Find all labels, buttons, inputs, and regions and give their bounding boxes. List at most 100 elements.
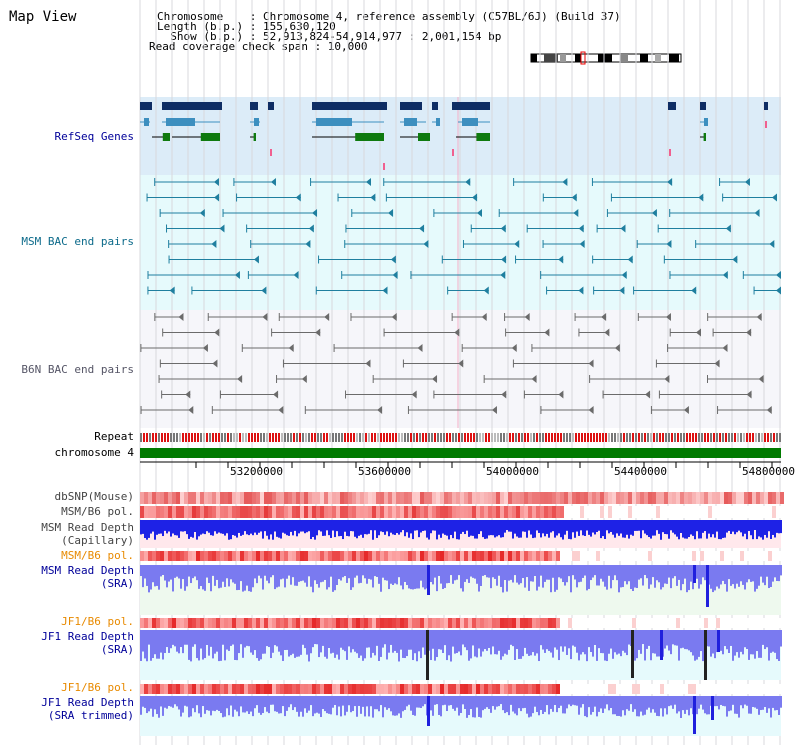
read-depth-bar [334, 520, 336, 538]
repeat-mark [587, 433, 589, 442]
repeat-mark [209, 433, 211, 442]
repeat-mark [563, 433, 565, 442]
read-depth-bar [364, 565, 366, 579]
read-depth-bar [184, 696, 186, 706]
polymorphism-heat [564, 506, 568, 518]
repeat-mark [659, 433, 661, 442]
read-depth-bar [216, 520, 218, 534]
read-depth-bar [178, 520, 180, 538]
read-depth-bar [396, 630, 398, 653]
read-depth-bar [684, 565, 686, 579]
bac-end-arrow [293, 271, 299, 279]
polymorphism-heat [292, 618, 296, 628]
read-depth-bar [530, 520, 532, 535]
read-depth-bar [752, 520, 754, 540]
read-depth-bar [548, 696, 550, 715]
track-label-chromosome: chromosome 4 [54, 446, 134, 459]
read-depth-bar [774, 565, 776, 578]
polymorphism-heat [356, 506, 360, 518]
polymorphism-heat [656, 618, 660, 628]
read-depth-bar [288, 630, 290, 657]
read-depth-bar [496, 696, 498, 707]
read-depth-bar [560, 565, 562, 579]
read-depth-bar [466, 630, 468, 651]
bac-end-arrow [270, 178, 276, 186]
polymorphism-heat [180, 492, 184, 504]
polymorphism-heat [360, 506, 364, 518]
read-depth-spike [427, 565, 430, 595]
repeat-mark [182, 433, 184, 442]
read-depth-bar [484, 520, 486, 539]
read-depth-bar [206, 696, 208, 711]
read-depth-bar [298, 565, 300, 582]
repeat-mark [329, 433, 331, 442]
read-depth-bar [338, 520, 340, 537]
polymorphism-heat [764, 618, 768, 628]
read-depth-bar [228, 565, 230, 587]
read-depth-bar [260, 565, 262, 579]
polymorphism-heat [688, 618, 692, 628]
refseq-exon [462, 118, 478, 126]
read-depth-bar [226, 565, 228, 579]
read-depth-bar [312, 520, 314, 537]
polymorphism-heat [636, 618, 640, 628]
read-depth-bar [358, 520, 360, 536]
read-depth-bar [358, 630, 360, 658]
read-depth-bar [348, 630, 350, 647]
read-depth-bar [740, 696, 742, 706]
read-depth-bar [640, 630, 642, 654]
read-depth-bar [538, 565, 540, 587]
read-depth-bar [690, 520, 692, 535]
read-depth-bar [542, 565, 544, 588]
polymorphism-heat [744, 684, 748, 694]
polymorphism-heat [228, 492, 232, 504]
polymorphism-heat [648, 618, 652, 628]
polymorphism-heat [524, 506, 528, 518]
repeat-mark [380, 433, 382, 442]
read-depth-bar [678, 520, 680, 540]
read-depth-bar [684, 520, 686, 539]
polymorphism-heat [668, 506, 672, 518]
repeat-mark [500, 433, 502, 442]
read-depth-bar [220, 630, 222, 661]
read-depth-bar [342, 696, 344, 706]
repeat-mark [770, 433, 772, 442]
polymorphism-heat [516, 506, 520, 518]
polymorphism-heat [264, 684, 268, 694]
read-depth-bar [454, 630, 456, 654]
polymorphism-heat [776, 551, 780, 561]
read-depth-bar [644, 696, 646, 715]
polymorphism-heat [380, 506, 384, 518]
read-depth-bar [188, 565, 190, 577]
read-depth-bar [748, 696, 750, 714]
polymorphism-heat [520, 684, 524, 694]
read-depth-bar [324, 630, 326, 657]
polymorphism-heat [644, 551, 648, 561]
polymorphism-heat [232, 492, 236, 504]
read-depth-bar [630, 520, 632, 535]
read-depth-bar [478, 520, 480, 535]
read-depth-bar [334, 565, 336, 591]
polymorphism-heat [724, 551, 728, 561]
read-depth-bar [270, 520, 272, 535]
read-depth-spike [706, 565, 709, 607]
polymorphism-heat [200, 506, 204, 518]
polymorphism-heat [652, 618, 656, 628]
polymorphism-heat [652, 492, 656, 504]
polymorphism-heat [604, 506, 608, 518]
read-depth-bar [206, 565, 208, 578]
repeat-mark [608, 433, 610, 442]
bac-end-arrow [756, 313, 762, 321]
polymorphism-heat [324, 684, 328, 694]
read-depth-bar [336, 696, 338, 716]
polymorphism-heat [612, 618, 616, 628]
polymorphism-heat [152, 492, 156, 504]
polymorphism-heat [504, 551, 508, 561]
repeat-mark [446, 433, 448, 442]
read-depth-bar [314, 696, 316, 714]
read-depth-bar [198, 520, 200, 537]
read-depth-bar [356, 565, 358, 576]
track-label-dbsnp: dbSNP(Mouse) [54, 490, 134, 503]
read-depth-bar [520, 630, 522, 659]
